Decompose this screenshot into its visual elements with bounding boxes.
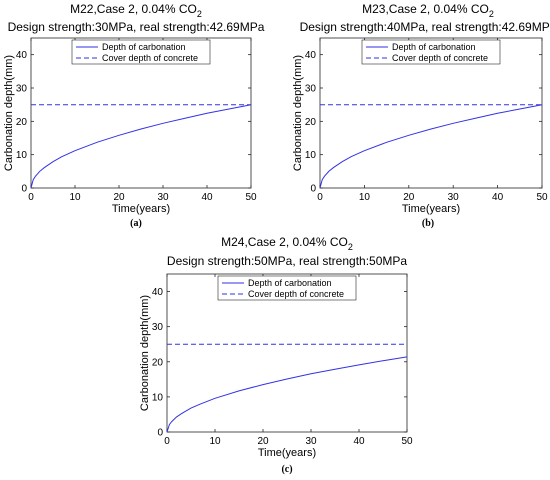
chart-subtitle: Design strength:40MPa, real strength:42.…	[300, 20, 550, 34]
panel-caption: (a)	[130, 218, 142, 229]
x-axis-label: Time(years)	[402, 203, 460, 215]
x-tick-label: 50	[245, 192, 257, 203]
x-tick-label: 0	[164, 436, 170, 447]
y-tick-label: 20	[305, 117, 317, 128]
y-axis-label: Carbonation depth(mm)	[3, 55, 15, 171]
x-tick-label: 40	[201, 192, 213, 203]
x-tick-label: 40	[492, 192, 504, 203]
legend-label: Depth of carbonation	[392, 42, 476, 52]
legend-box	[361, 39, 501, 65]
x-tick-label: 0	[28, 192, 34, 203]
chart-title: M22,Case 2, 0.04% CO2	[70, 2, 202, 19]
panel-caption: (c)	[281, 464, 292, 475]
y-tick-label: 0	[157, 428, 163, 439]
y-tick-label: 30	[16, 84, 28, 95]
x-tick-label: 20	[403, 192, 415, 203]
x-tick-label: 10	[69, 192, 81, 203]
y-tick-label: 30	[152, 322, 164, 333]
x-tick-label: 30	[157, 192, 169, 203]
legend-label: Depth of carbonation	[102, 42, 186, 52]
carbonation-depth-line	[166, 356, 408, 433]
x-tick-label: 20	[257, 436, 269, 447]
legend-label: Cover depth of concrete	[102, 53, 198, 63]
y-tick-label: 20	[16, 117, 28, 128]
y-axis-label: Carbonation depth(mm)	[292, 55, 304, 171]
x-tick-label: 0	[317, 192, 323, 203]
chart-subtitle: Design strength:50MPa, real strength:50M…	[167, 254, 407, 268]
x-tick-label: 50	[536, 192, 548, 203]
legend-label: Cover depth of concrete	[392, 53, 488, 63]
x-tick-label: 10	[209, 436, 221, 447]
chart-subtitle: Design strength:30MPa, real strength:42.…	[8, 20, 265, 34]
legend-label: Depth of carbonation	[248, 278, 332, 288]
y-tick-label: 0	[21, 184, 27, 195]
x-tick-label: 20	[113, 192, 125, 203]
y-tick-label: 10	[16, 150, 28, 161]
y-tick-label: 30	[305, 84, 317, 95]
y-tick-label: 40	[305, 50, 317, 61]
y-tick-label: 10	[152, 392, 164, 403]
x-tick-label: 30	[305, 436, 317, 447]
panel-caption: (b)	[422, 218, 434, 229]
y-tick-label: 20	[152, 357, 164, 368]
y-tick-label: 40	[16, 50, 28, 61]
legend-label: Cover depth of concrete	[248, 289, 344, 299]
plot-area	[166, 273, 408, 433]
y-tick-label: 40	[152, 287, 164, 298]
x-axis-label: Time(years)	[112, 203, 170, 215]
y-tick-label: 0	[310, 184, 316, 195]
chart-panel-c: M24,Case 2, 0.04% CO2 Design strength:50M…	[139, 235, 413, 475]
x-tick-label: 50	[401, 436, 413, 447]
chart-title: M24,Case 2, 0.04% CO2	[221, 235, 353, 252]
legend-box	[71, 39, 211, 65]
x-tick-label: 40	[353, 436, 365, 447]
x-tick-label: 30	[448, 192, 460, 203]
legend-box	[217, 275, 357, 301]
carbonation-depth-line	[319, 104, 543, 189]
carbonation-depth-line	[30, 104, 252, 189]
y-axis-label: Carbonation depth(mm)	[139, 295, 151, 411]
chart-title: M23,Case 2, 0.04% CO2	[362, 2, 494, 19]
y-tick-label: 10	[305, 150, 317, 161]
x-axis-label: Time(years)	[258, 447, 316, 459]
x-tick-label: 10	[359, 192, 371, 203]
